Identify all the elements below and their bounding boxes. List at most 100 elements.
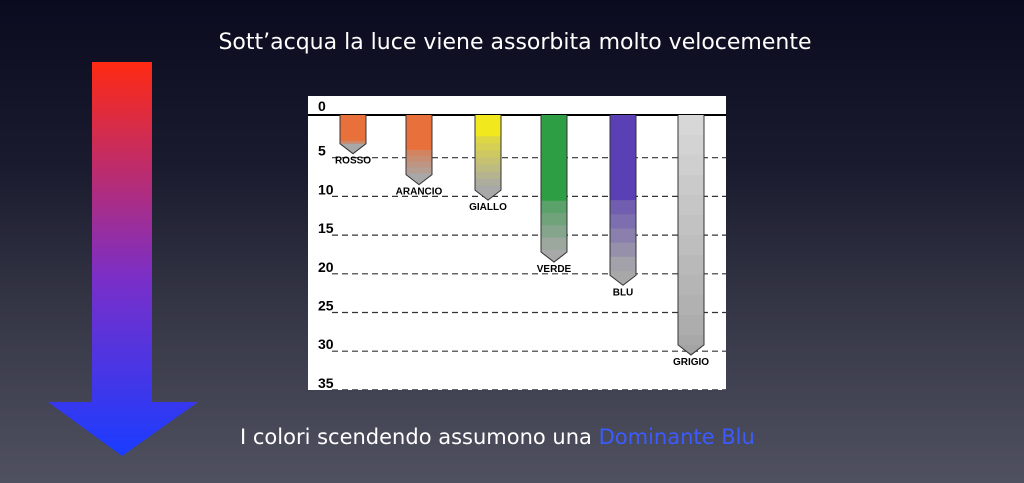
column-segment <box>541 213 567 226</box>
column-label: GIALLO <box>469 202 507 213</box>
column-segment <box>610 200 636 215</box>
column-tip <box>475 190 501 201</box>
column-segment <box>541 139 567 153</box>
column-segment <box>475 164 501 173</box>
column-segment <box>475 185 501 191</box>
column-label: ROSSO <box>335 156 371 167</box>
column-segment <box>678 274 704 296</box>
column-segment <box>475 150 501 159</box>
column-tip <box>406 174 432 185</box>
color-columns: ROSSO ARANCIO GIALLO VERDE BLU GRIGIO <box>335 115 709 368</box>
column-tip <box>541 252 567 263</box>
column-segment <box>475 157 501 166</box>
column-segment <box>406 126 432 133</box>
depth-ticks: 0 5 10 15 20 25 30 35 <box>318 98 726 390</box>
column-segment <box>541 200 567 214</box>
column-segment <box>610 214 636 230</box>
column-label: GRIGIO <box>673 357 709 368</box>
column-outline <box>339 115 367 155</box>
column-segment <box>678 314 704 336</box>
column-segment <box>340 131 366 135</box>
column-segment <box>340 121 366 126</box>
column-segment <box>406 120 432 128</box>
column-segment <box>406 115 432 122</box>
column-grigio: GRIGIO <box>673 115 709 368</box>
column-segment <box>610 115 636 130</box>
column-segment <box>678 334 704 346</box>
column-segment <box>610 271 636 276</box>
caption-text: I colori scendendo assumono una <box>240 425 599 449</box>
column-segment <box>678 194 704 216</box>
depth-tick-label: 25 <box>318 298 334 314</box>
column-tip <box>610 275 636 286</box>
column-segment <box>475 171 501 180</box>
column-segment <box>610 256 636 272</box>
depth-tick-label: 20 <box>318 259 334 275</box>
column-segment <box>541 127 567 141</box>
depth-tick-label: 5 <box>318 143 326 159</box>
column-segment <box>678 134 704 156</box>
column-label: BLU <box>613 287 634 298</box>
column-segment <box>678 234 704 256</box>
column-verde: VERDE <box>537 115 572 275</box>
column-rosso: ROSSO <box>335 115 371 167</box>
column-segment <box>610 143 636 159</box>
column-segment <box>678 214 704 236</box>
column-segment <box>541 151 567 165</box>
column-segment <box>678 294 704 316</box>
depth-arrow-icon <box>48 62 198 456</box>
column-blu: BLU <box>609 115 637 298</box>
caption-highlight: Dominante Blu <box>598 425 755 449</box>
chart-background <box>308 96 726 390</box>
column-segment <box>541 176 567 190</box>
slide-caption: I colori scendendo assumono una Dominant… <box>240 425 755 449</box>
depth-tick-label: 35 <box>318 375 334 390</box>
column-segment <box>340 140 366 145</box>
column-segment <box>475 129 501 137</box>
column-segment <box>541 237 567 251</box>
column-segment <box>340 127 366 132</box>
column-segment <box>340 115 366 119</box>
column-segment <box>475 122 501 130</box>
column-label: VERDE <box>537 264 572 275</box>
column-segment <box>406 173 432 176</box>
column-segment <box>475 178 501 187</box>
column-segment <box>541 115 567 128</box>
column-segment <box>340 134 366 139</box>
column-arancio: ARANCIO <box>396 115 443 198</box>
column-segment <box>406 149 432 157</box>
column-label: ARANCIO <box>396 187 443 198</box>
column-segment <box>678 254 704 276</box>
column-outline <box>474 115 502 201</box>
column-segment <box>541 188 567 202</box>
depth-tick-label: 0 <box>318 98 326 114</box>
column-segment <box>406 155 432 162</box>
column-segment <box>541 249 567 253</box>
column-segment <box>475 115 501 123</box>
column-segment <box>678 154 704 176</box>
column-segment <box>406 138 432 145</box>
depth-tick-label: 30 <box>318 336 334 352</box>
column-segment <box>541 164 567 177</box>
column-outline <box>677 115 705 356</box>
column-segment <box>475 136 501 144</box>
column-segment <box>541 225 567 239</box>
column-segment <box>610 157 636 173</box>
slide-title: Sott’acqua la luce viene assorbita molto… <box>218 30 812 55</box>
column-segment <box>610 171 636 187</box>
column-segment <box>610 185 636 201</box>
column-tip <box>340 143 366 154</box>
column-segment <box>406 167 432 174</box>
column-segment <box>406 132 432 139</box>
column-segment <box>678 174 704 196</box>
depth-tick-label: 10 <box>318 181 334 197</box>
column-segment <box>340 118 366 122</box>
column-segment <box>678 115 704 136</box>
depth-tick-label: 15 <box>318 220 334 236</box>
column-segment <box>340 124 366 129</box>
column-outline <box>609 115 637 286</box>
column-segment <box>340 137 366 142</box>
column-outline <box>540 115 568 263</box>
column-segment <box>406 144 432 151</box>
column-segment <box>610 129 636 144</box>
